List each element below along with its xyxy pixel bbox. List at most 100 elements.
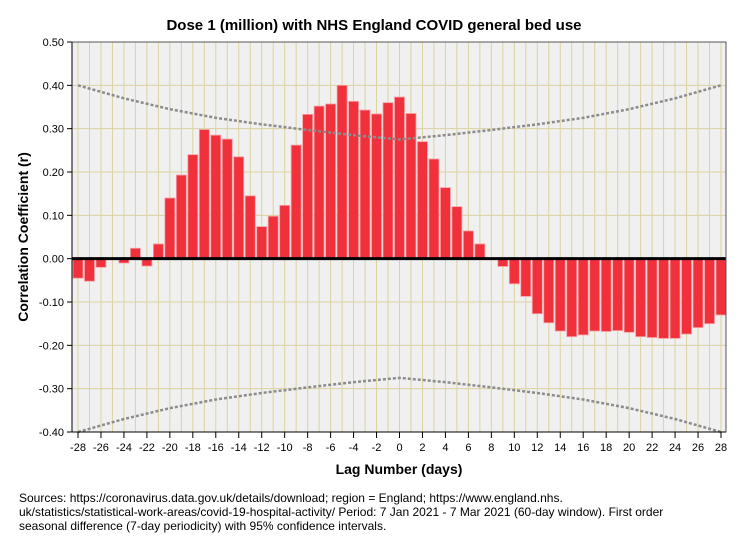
bar-lag--2 [371, 113, 382, 260]
bar-lag--10 [279, 204, 291, 260]
bar-lag--28 [72, 258, 84, 279]
bar-lag--3 [359, 109, 371, 260]
x-tick-label: -26 [93, 442, 109, 454]
x-tick-label: 16 [577, 442, 589, 454]
y-tick-label: 0.40 [43, 80, 64, 92]
bar-lag--11 [267, 215, 279, 260]
x-tick-label: -2 [372, 442, 382, 454]
bar-lag-15 [566, 258, 578, 338]
bar-lag--18 [187, 154, 199, 260]
x-tick-label: -8 [303, 442, 313, 454]
bar-lag--19 [175, 174, 187, 260]
bar-lag-6 [462, 230, 474, 260]
bar-lag-5 [451, 206, 463, 260]
x-tick-label: -10 [277, 442, 293, 454]
upper-confidence-limit [77, 84, 722, 141]
x-tick-label: 6 [465, 442, 471, 454]
bar-lag-14 [554, 258, 566, 332]
bar-lag--12 [256, 226, 268, 260]
plot-area: 0.50 0.40 0.30 0.20 0.10 0.00 -0.10 -0.20 -0.30 -… [39, 37, 727, 454]
bar-lag-19 [612, 258, 624, 331]
bar-lag--21 [152, 243, 164, 260]
bar-lag-25 [681, 258, 692, 335]
bar-lag--20 [164, 197, 176, 260]
bar-lag--13 [244, 195, 256, 260]
bar-lag--5 [336, 84, 348, 260]
bar-lag-28 [715, 258, 727, 316]
bar-lag--9 [290, 144, 302, 260]
x-tick-label: -6 [326, 442, 336, 454]
bar-lag-10 [508, 258, 520, 285]
bar-lag-20 [623, 258, 635, 333]
x-tick-label: 26 [692, 442, 704, 454]
footnote-line: uk/statistics/statistical-work-areas/cov… [19, 505, 664, 519]
x-tick-label: -14 [231, 442, 247, 454]
bar-lag-4 [440, 187, 451, 260]
bar-lag--8 [302, 113, 314, 260]
x-tick-label: 10 [508, 442, 520, 454]
bar-lag-12 [531, 258, 543, 315]
x-tick-label: 22 [646, 442, 658, 454]
bar-lag-1 [405, 113, 417, 260]
bar-lag--14 [233, 156, 245, 260]
bar-lag-22 [646, 258, 658, 338]
bar-lag-0 [394, 96, 405, 260]
bar-lag-11 [520, 258, 532, 297]
x-tick-label: -20 [162, 442, 178, 454]
y-axis-label: Correlation Coefficient (r) [15, 152, 31, 322]
y-tick-label: -0.40 [39, 427, 64, 439]
correlogram-chart: Dose 1 (million) with NHS England COVID … [15, 17, 727, 477]
bar-lag--17 [198, 129, 210, 260]
bar-lag-17 [589, 258, 601, 332]
bar-lag-24 [669, 258, 681, 339]
bar-lag--7 [313, 105, 325, 260]
bar-lag-7 [474, 243, 486, 260]
bar-lag-3 [428, 158, 440, 260]
footnote-line: Sources: https://coronavirus.data.gov.uk… [19, 491, 563, 505]
bar-lag--16 [210, 134, 222, 260]
footnote: Sources: https://coronavirus.data.gov.uk… [19, 491, 739, 533]
bar-lag--4 [348, 100, 359, 260]
bar-lag-21 [635, 258, 647, 338]
x-tick-label: 2 [419, 442, 425, 454]
x-tick-label: -24 [116, 442, 132, 454]
x-tick-label: 14 [554, 442, 566, 454]
y-tick-label: 0.20 [43, 167, 64, 179]
bar-lag-26 [692, 258, 704, 328]
x-tick-label: -22 [139, 442, 155, 454]
bar-lag--23 [130, 247, 141, 260]
bar-lag-2 [417, 141, 428, 260]
x-tick-label: -4 [349, 442, 359, 454]
y-tick-label: -0.10 [39, 297, 64, 309]
y-tick-label: 0.10 [43, 210, 64, 222]
x-tick-label: -16 [208, 442, 224, 454]
x-tick-label: 4 [442, 442, 448, 454]
bar-lag--1 [382, 102, 394, 260]
bar-lag-27 [704, 258, 715, 325]
y-tick-label: -0.30 [39, 384, 64, 396]
bar-lag--15 [221, 138, 233, 260]
x-tick-label: 18 [600, 442, 612, 454]
bar-lag-13 [543, 258, 555, 324]
x-tick-label: 24 [669, 442, 681, 454]
x-tick-label: -12 [254, 442, 270, 454]
x-tick-label: -28 [70, 442, 86, 454]
bar-lag--27 [84, 258, 95, 282]
x-tick-label: 0 [396, 442, 402, 454]
lower-confidence-limit [77, 376, 722, 434]
y-tick-label: 0.30 [43, 124, 64, 136]
chart-title: Dose 1 (million) with NHS England COVID … [166, 17, 581, 34]
x-axis-label: Lag Number (days) [336, 461, 463, 477]
footnote-line: seasonal difference (7-day periodicity) … [19, 519, 387, 533]
x-tick-label: -18 [185, 442, 201, 454]
y-tick-label: 0.50 [43, 37, 64, 49]
bar-lag--6 [325, 103, 337, 260]
x-tick-label: 20 [623, 442, 635, 454]
bar-lag-18 [600, 258, 612, 332]
x-tick-label: 28 [715, 442, 727, 454]
bar-lag-23 [658, 258, 669, 339]
y-tick-label: 0.00 [43, 254, 64, 266]
y-tick-label: -0.20 [39, 340, 64, 352]
bar-lag-16 [577, 258, 589, 336]
